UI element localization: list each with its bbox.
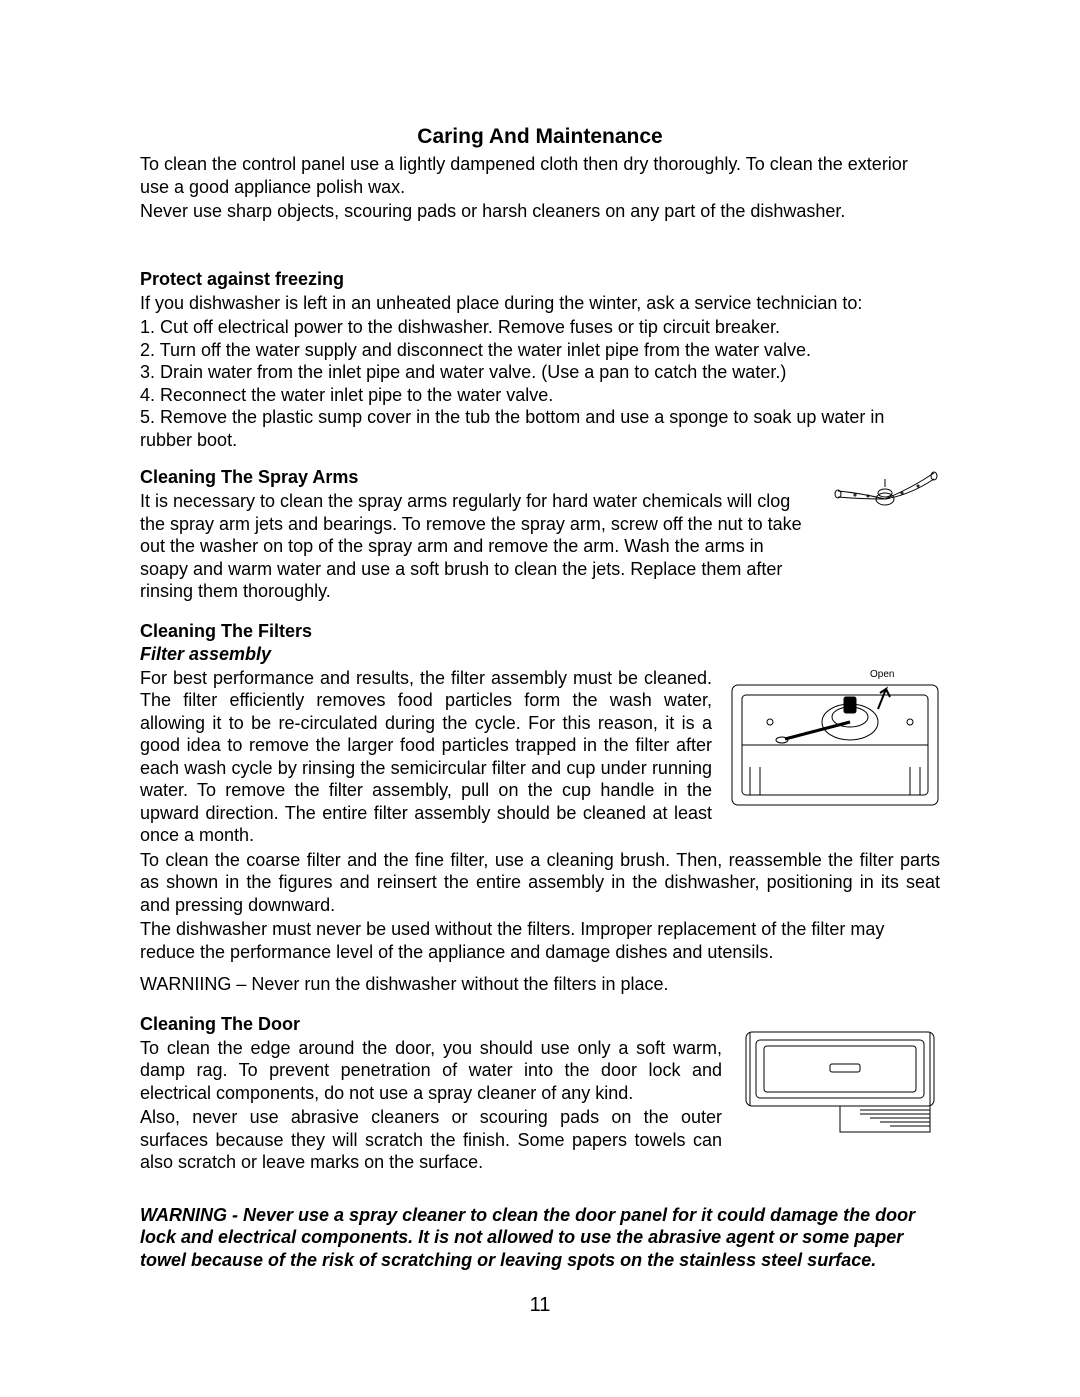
door-p2: Also, never use abrasive cleaners or sco… — [140, 1106, 722, 1174]
door-figure — [740, 1028, 940, 1138]
intro-line-1: To clean the control panel use a lightly… — [140, 153, 940, 198]
page-number: 11 — [0, 1294, 1080, 1317]
spray-text: It is necessary to clean the spray arms … — [140, 490, 812, 603]
freezing-item-5: 5. Remove the plastic sump cover in the … — [140, 406, 940, 451]
freezing-item-2: 2. Turn off the water supply and disconn… — [140, 339, 940, 362]
door-heading: Cleaning The Door — [140, 1014, 722, 1035]
filter-row: For best performance and results, the fi… — [140, 667, 940, 849]
filters-subheading: Filter assembly — [140, 644, 940, 665]
tub-filter-icon: Open — [730, 667, 940, 812]
door-icon — [740, 1028, 940, 1133]
freezing-item-4: 4. Reconnect the water inlet pipe to the… — [140, 384, 940, 407]
spray-arm-figure — [830, 459, 940, 534]
warning-block: WARNING - Never use a spray cleaner to c… — [140, 1204, 940, 1272]
filters-warn-short: WARNIING – Never run the dishwasher with… — [140, 973, 940, 996]
open-label: Open — [870, 669, 894, 680]
spray-section: Cleaning The Spray Arms It is necessary … — [140, 459, 940, 605]
filter-figure: Open — [730, 667, 940, 817]
freezing-intro: If you dishwasher is left in an unheated… — [140, 292, 940, 315]
freezing-heading: Protect against freezing — [140, 269, 940, 290]
door-section: Cleaning The Door To clean the edge arou… — [140, 1006, 940, 1176]
filters-p1: For best performance and results, the fi… — [140, 667, 712, 847]
freezing-item-1: 1. Cut off electrical power to the dishw… — [140, 316, 940, 339]
spray-arm-icon — [830, 459, 940, 529]
filters-p3: The dishwasher must never be used withou… — [140, 918, 940, 963]
manual-page: Caring And Maintenance To clean the cont… — [0, 0, 1080, 1271]
page-title: Caring And Maintenance — [140, 125, 940, 149]
door-p1: To clean the edge around the door, you s… — [140, 1037, 722, 1105]
intro-line-2: Never use sharp objects, scouring pads o… — [140, 200, 940, 223]
freezing-item-3: 3. Drain water from the inlet pipe and w… — [140, 361, 940, 384]
filters-p2: To clean the coarse filter and the fine … — [140, 849, 940, 917]
spray-heading: Cleaning The Spray Arms — [140, 467, 812, 488]
filters-heading: Cleaning The Filters — [140, 621, 940, 642]
